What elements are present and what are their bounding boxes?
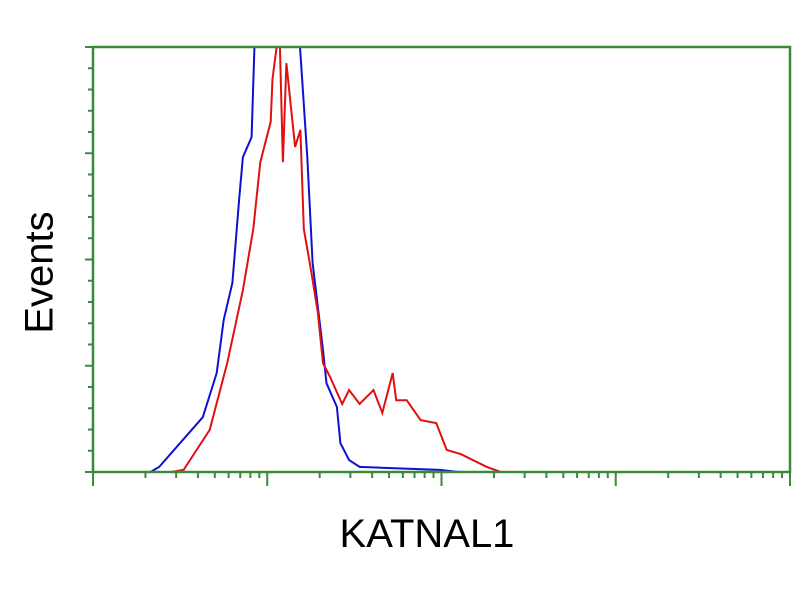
series-line-1 bbox=[171, 47, 502, 472]
series-line-0 bbox=[149, 47, 460, 472]
y-axis-label: Events bbox=[17, 211, 62, 334]
plot-frame bbox=[91, 45, 792, 474]
x-axis-label: KATNAL1 bbox=[339, 512, 515, 556]
